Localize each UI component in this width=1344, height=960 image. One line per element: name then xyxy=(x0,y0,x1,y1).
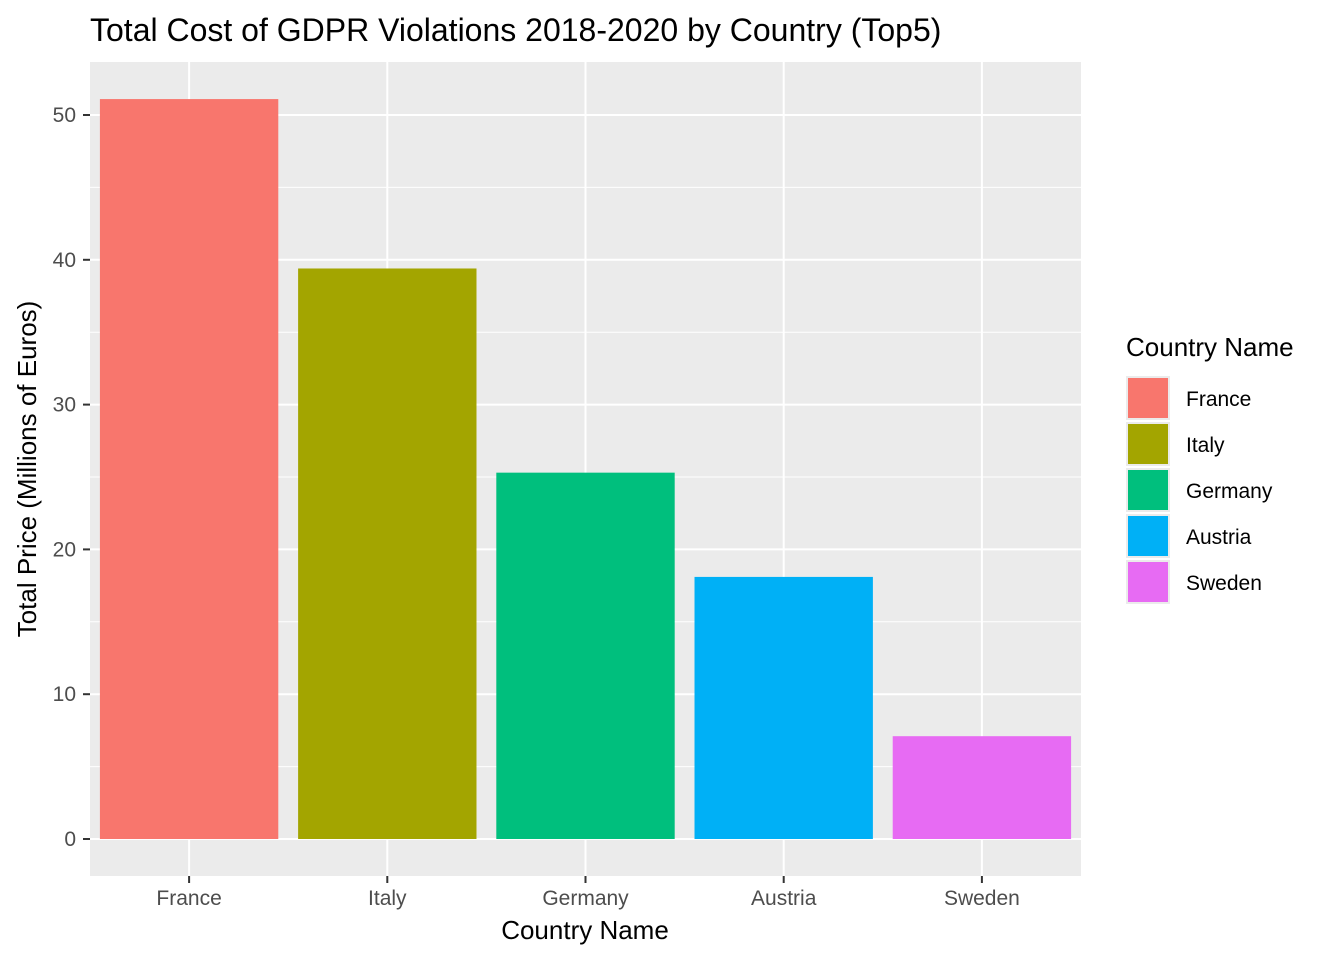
legend-label-austria: Austria xyxy=(1186,526,1252,549)
chart-title: Total Cost of GDPR Violations 2018-2020 … xyxy=(90,12,941,48)
y-tick-label: 40 xyxy=(53,249,76,272)
x-tick-label: Austria xyxy=(751,887,817,910)
legend-label-germany: Germany xyxy=(1186,480,1273,503)
legend-key-france xyxy=(1128,378,1168,418)
bar-france xyxy=(99,99,279,839)
legend-label-sweden: Sweden xyxy=(1186,572,1262,595)
x-tick-label: Sweden xyxy=(944,887,1020,910)
legend-title: Country Name xyxy=(1126,332,1294,362)
bar-italy xyxy=(298,268,477,839)
legend-label-italy: Italy xyxy=(1186,434,1225,457)
x-axis-title: Country Name xyxy=(501,915,669,945)
y-tick-label: 10 xyxy=(53,683,76,706)
y-tick-label: 20 xyxy=(53,538,76,561)
legend-key-austria xyxy=(1128,516,1168,556)
x-tick-label: France xyxy=(156,887,221,910)
axes: 0 10 20 30 40 50 France Italy Germany Austria Swed… xyxy=(53,104,1020,910)
legend-key-sweden xyxy=(1128,562,1168,602)
legend-label-france: France xyxy=(1186,388,1251,411)
x-tick-label: Italy xyxy=(368,887,407,910)
legend-items: France Italy Germany Austria Sweden xyxy=(1126,376,1273,604)
bar-germany xyxy=(496,472,675,839)
y-tick-label: 0 xyxy=(64,828,76,851)
x-tick-label: Germany xyxy=(542,887,629,910)
bar-sweden xyxy=(892,736,1072,839)
legend-key-germany xyxy=(1128,470,1168,510)
legend: Country Name France Italy Germany Austria Sw… xyxy=(1126,332,1294,604)
y-tick-label: 30 xyxy=(53,394,76,417)
y-axis-title: Total Price (Millions of Euros) xyxy=(12,301,42,638)
bars xyxy=(99,99,1072,839)
bar-austria xyxy=(694,576,873,839)
legend-key-italy xyxy=(1128,424,1168,464)
y-tick-label: 50 xyxy=(53,104,76,127)
